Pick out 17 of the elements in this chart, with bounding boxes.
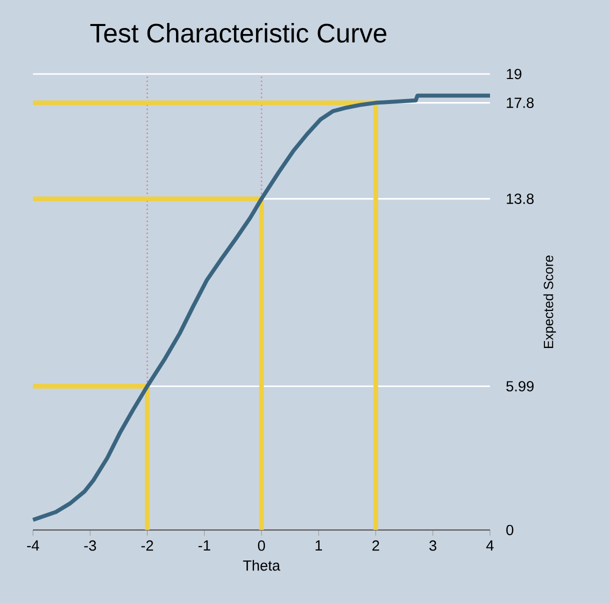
y-tick-label: 17.8 bbox=[506, 98, 534, 108]
x-tick-label: -1 bbox=[198, 540, 210, 550]
x-tick-label: 3 bbox=[429, 540, 436, 551]
x-axis-title: Theta bbox=[243, 560, 280, 571]
x-tick-label: 4 bbox=[486, 540, 494, 550]
y-tick-label: 5.99 bbox=[506, 381, 534, 392]
x-tick-label: 0 bbox=[258, 540, 265, 551]
chart-title: Test Characteristic Curve bbox=[90, 23, 386, 43]
x-tick-label: 2 bbox=[372, 540, 380, 551]
x-tick-label: -4 bbox=[27, 540, 40, 550]
x-tick-label: -2 bbox=[141, 540, 154, 551]
x-tick-label: -3 bbox=[84, 540, 96, 551]
y-tick-label: 19 bbox=[506, 68, 522, 80]
x-tick-label: 1 bbox=[316, 540, 322, 550]
y-tick-label: 0 bbox=[506, 524, 514, 536]
y-axis-title: Expected Score bbox=[543, 256, 556, 348]
y-tick-label: 13.8 bbox=[506, 194, 534, 204]
